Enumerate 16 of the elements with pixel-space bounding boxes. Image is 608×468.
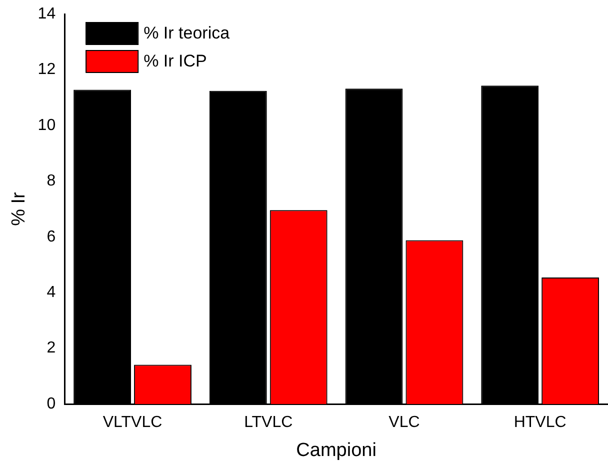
y-tick-label: 12 — [38, 61, 56, 78]
x-tick-label: LTVLC — [244, 414, 293, 432]
legend-label: % Ir ICP — [144, 52, 207, 71]
legend-label: % Ir teorica — [144, 24, 230, 43]
y-tick-label: 0 — [46, 395, 56, 412]
x-tick-label: VLC — [388, 414, 420, 432]
y-tick-label: 2 — [46, 340, 56, 357]
x-tick-label: HTVLC — [514, 414, 566, 432]
y-axis-title: % Ir — [8, 191, 30, 226]
y-tick-label: 8 — [46, 172, 56, 190]
y-tick-label: 6 — [46, 228, 56, 246]
y-tick-label: 14 — [38, 5, 56, 22]
x-tick-label: VLTVLC — [102, 414, 162, 432]
y-tick-label: 4 — [46, 284, 56, 301]
y-tick-label: 10 — [38, 116, 56, 134]
x-axis-title: Campioni — [296, 440, 376, 461]
